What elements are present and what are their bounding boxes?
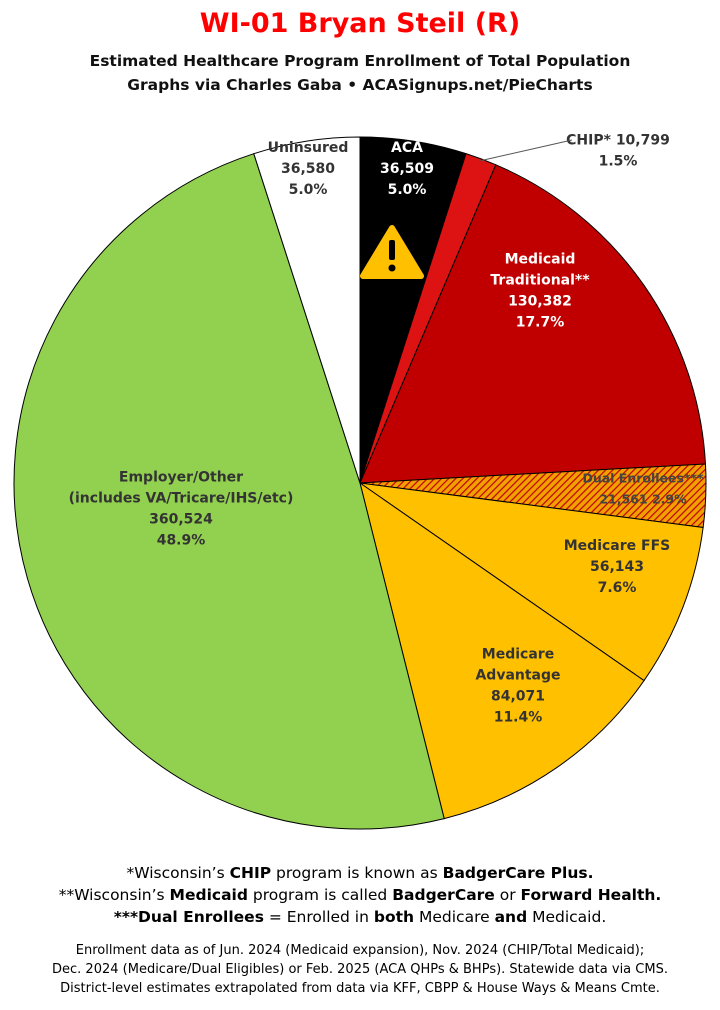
slice-employer: [13, 153, 445, 830]
chart-title: WI-01 Bryan Steil (R): [199, 8, 521, 39]
footnote-medicaid: **Wisconsin’s Medicaid program is called…: [58, 886, 662, 904]
footnote-dual: ***Dual Enrollees = Enrolled in both Med…: [113, 908, 607, 926]
chart-credit: Graphs via Charles Gaba • ACASignups.net…: [127, 76, 593, 94]
source-line-3: District-level estimates extrapolated fr…: [60, 981, 660, 996]
label-medicaid: Medicaid Traditional** 130,382 17.7%: [490, 252, 590, 331]
slice-uninsured: [253, 136, 361, 484]
label-uninsured: Uninsured 36,580 5.0%: [268, 140, 349, 198]
label-aca: ACA 36,509 5.0%: [380, 140, 434, 198]
label-dual: Dual Enrollees*** 21,561 2.9%: [582, 471, 704, 507]
callout-line-chip: [480, 139, 573, 162]
slice-medicaid: [359, 164, 707, 484]
label-employer: Employer/Other (includes VA/Tricare/IHS/e…: [69, 470, 294, 549]
source-line-1: Enrollment data as of Jun. 2024 (Medicai…: [75, 943, 645, 958]
slice-medicare-ffs: [359, 482, 704, 682]
source-line-2: Dec. 2024 (Medicare/Dual Eligibles) or F…: [52, 962, 668, 977]
label-medicare-ffs: Medicare FFS 56,143 7.6%: [564, 538, 670, 596]
pie-chart: ACA 36,509 5.0% CHIP* 10,799 1.5% Medicaid Tra…: [13, 133, 707, 830]
slice-medicare-advantage: [359, 481, 645, 820]
chart-subtitle: Estimated Healthcare Program Enrollment …: [89, 52, 631, 70]
footnote-chip: *Wisconsin’s CHIP program is known as Ba…: [126, 864, 594, 882]
label-medicare-advantage: Medicare Advantage 84,071 11.4%: [475, 647, 560, 726]
label-chip: CHIP* 10,799 1.5%: [566, 133, 670, 170]
warning-icon: [360, 225, 424, 279]
